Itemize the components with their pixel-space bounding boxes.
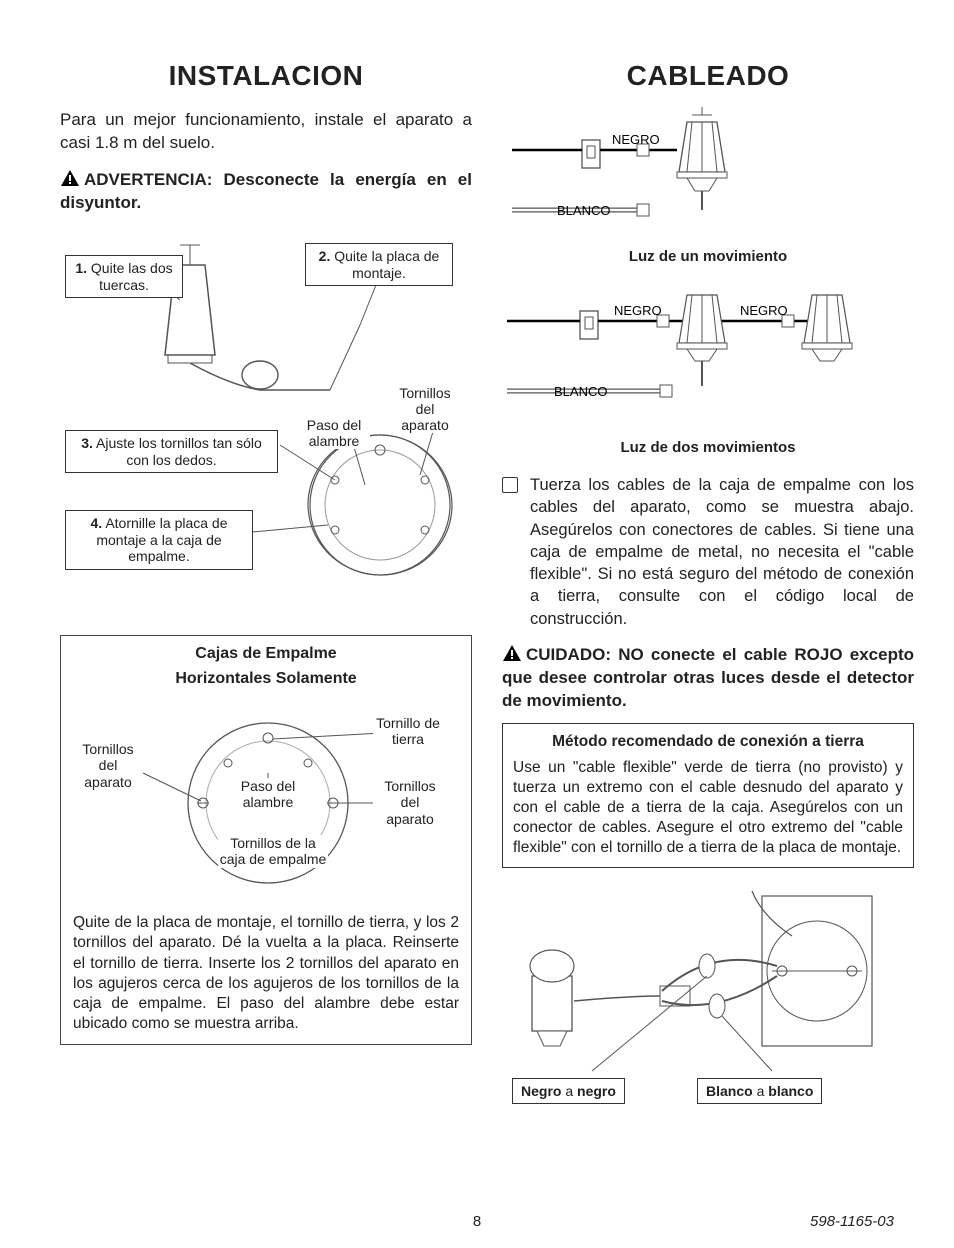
caption-double: Luz de dos movimientos — [502, 439, 914, 456]
ground-title: Método recomendado de conexión a tierra — [513, 732, 903, 752]
document-code: 598-1165-03 — [810, 1213, 894, 1230]
white-to-white-box: Blanco a blanco — [697, 1078, 822, 1104]
black-to-black-box: Negro a negro — [512, 1078, 625, 1104]
step-4-callout: 4. Atornille la placa de montaje a la ca… — [65, 510, 253, 570]
svg-text:BLANCO: BLANCO — [554, 384, 607, 399]
warning-block: ADVERTENCIA: Desconecte la energía en el… — [60, 169, 472, 215]
label-tornillo-tierra: Tornillo de tierra — [373, 715, 443, 747]
checkbox-icon — [502, 477, 518, 493]
label-blanco-1: BLANCO — [557, 203, 610, 218]
label-tornillos-caja: Tornillos de la caja de empalme — [218, 835, 328, 867]
left-column: INSTALACION Para un mejor funcionamiento… — [60, 60, 472, 1106]
caution-block: CUIDADO: NO conecte el cable ROJO except… — [502, 644, 914, 713]
step-1-callout: 1. Quite las dos tuercas. — [65, 255, 183, 299]
right-column: CABLEADO — [502, 60, 914, 1106]
page-number: 8 — [473, 1213, 481, 1230]
svg-text:NEGRO: NEGRO — [614, 303, 662, 318]
svg-text:NEGRO: NEGRO — [740, 303, 788, 318]
label-paso-2: Paso del alambre — [233, 778, 303, 810]
caution-text: CUIDADO: NO conecte el cable ROJO except… — [502, 645, 914, 710]
heading-cableado: CABLEADO — [502, 60, 914, 92]
hbox-svg-wrap: Tornillos del aparato Tornillo de tierra… — [73, 693, 459, 913]
page-root: INSTALACION Para un mejor funcionamiento… — [0, 0, 954, 1248]
step-3-callout: 3. Ajuste los tornillos tan sólo con los… — [65, 430, 278, 474]
intro-text: Para un mejor funcionamiento, instale el… — [60, 109, 472, 155]
label-tornillos-aparato-1: Tornillos del aparato — [390, 385, 460, 433]
two-column-layout: INSTALACION Para un mejor funcionamiento… — [60, 60, 914, 1106]
warning-icon — [60, 169, 80, 187]
caption-single: Luz de un movimiento — [502, 248, 914, 265]
label-tornillos-aparato-left: Tornillos del aparato — [73, 741, 143, 789]
ground-wiring-diagram: Negro a negro Blanco a blanco — [502, 876, 914, 1106]
label-negro-1: NEGRO — [612, 132, 660, 147]
heading-instalacion: INSTALACION — [60, 60, 472, 92]
hbox-title-line2: Horizontales Solamente — [73, 669, 459, 690]
wiring-diagram-2: NEGRO NEGRO BLANCO — [502, 283, 914, 433]
warning-text: ADVERTENCIA: Desconecte la energía en el… — [60, 170, 472, 212]
hbox-title-line1: Cajas de Empalme — [73, 644, 459, 665]
ground-method-box: Método recomendado de conexión a tierra … — [502, 723, 914, 868]
hbox-paragraph: Quite de la placa de montaje, el tornill… — [73, 913, 459, 1034]
horizontal-box-diagram: Cajas de Empalme Horizontales Solamente — [60, 635, 472, 1045]
wiring-diagram-1: NEGRO BLANCO — [502, 102, 914, 242]
install-diagram: 1. Quite las dos tuercas. 2. Quite la pl… — [60, 225, 472, 625]
step-2-callout: 2. Quite la placa de montaje. — [305, 243, 453, 287]
ground-text: Use un "cable flexible" verde de tierra … — [513, 758, 903, 859]
label-tornillos-aparato-right: Tornillos del aparato — [375, 778, 445, 826]
label-paso-1: Paso del alambre — [298, 417, 370, 449]
check-paragraph: Tuerza los cables de la caja de empalme … — [502, 474, 914, 630]
caution-icon — [502, 644, 522, 662]
